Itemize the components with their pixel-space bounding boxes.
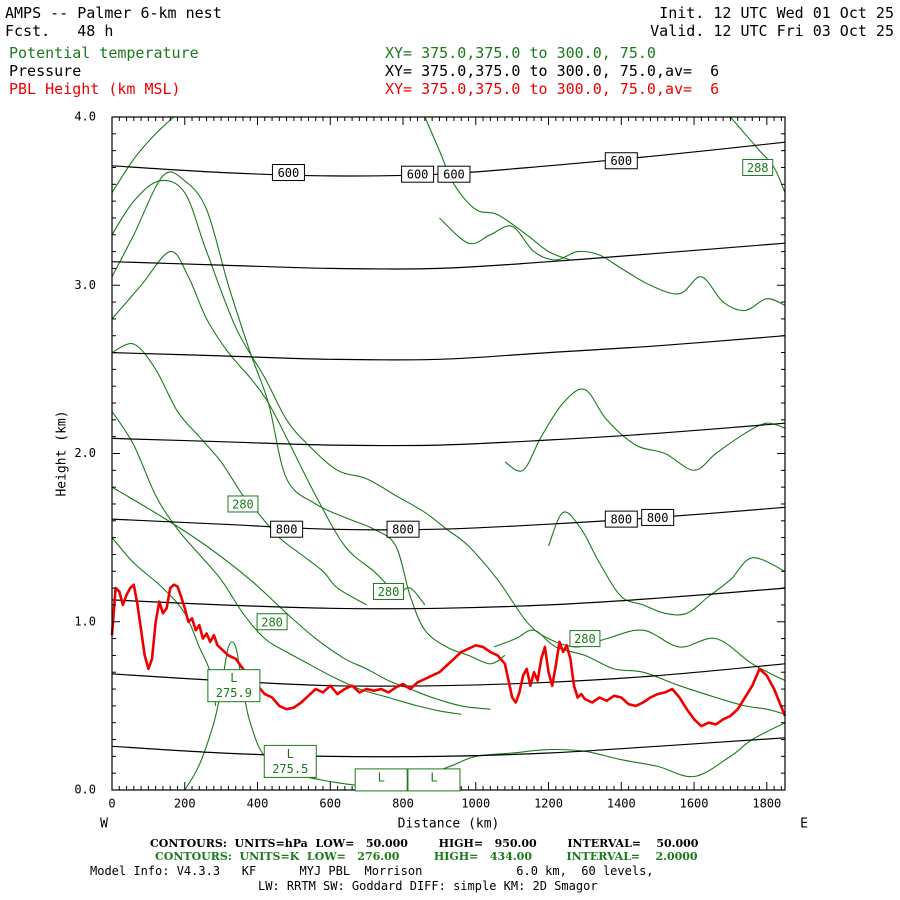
y-tick-label: 0.0 — [74, 783, 96, 797]
legend-theta-label: Potential temperature — [9, 44, 199, 62]
east-label: E — [800, 817, 808, 832]
y-tick-label: 2.0 — [74, 446, 96, 460]
isobar-850 — [112, 587, 785, 610]
isobar-label: 800 — [610, 513, 632, 527]
legend-theta-xy: XY= 375.0,375.0 to 300.0, 75.0 — [385, 44, 656, 62]
isobar-label: 600 — [443, 168, 465, 182]
theta-label-box — [742, 158, 774, 176]
isobar-label-box — [271, 164, 305, 182]
theta-contour-1 — [112, 179, 785, 682]
init-time: Init. 12 UTC Wed 01 Oct 25 — [659, 4, 894, 22]
valid-time: Valid. 12 UTC Fri 03 Oct 25 — [650, 22, 894, 40]
legend-pressure-xy: XY= 375.0,375.0 to 300.0, 75.0,av= 6 — [385, 62, 720, 80]
theta-label: 280 — [232, 497, 254, 511]
y-tick-label: 4.0 — [74, 110, 96, 124]
isobar-label-box — [604, 510, 638, 528]
isobar-label: 600 — [278, 166, 300, 180]
isobar-label-box — [270, 520, 304, 538]
x-tick-label: 1600 — [680, 797, 709, 811]
low-marker-box — [354, 768, 408, 792]
x-tick-label: 1000 — [461, 797, 490, 811]
isobar-label-box — [641, 508, 675, 526]
low-marker-letter: L — [378, 770, 385, 784]
low-marker-box — [207, 669, 261, 703]
x-tick-label: 1800 — [752, 797, 781, 811]
x-tick-label: 800 — [392, 797, 414, 811]
x-axis-label: Distance (km) — [398, 817, 500, 832]
theta-contour-2 — [112, 171, 506, 665]
y-axis-label: Height (km) — [55, 410, 70, 496]
x-tick-label: 600 — [319, 797, 341, 811]
low-marker-letter: L — [287, 747, 294, 761]
isobar-label: 800 — [392, 523, 414, 537]
theta-label: 280 — [574, 632, 596, 646]
footer-theta-contours: CONTOURS: UNITS=K LOW= 276.00 HIGH= 434.… — [155, 850, 698, 863]
low-marker-letter: L — [430, 770, 437, 784]
theta-label-box — [256, 613, 288, 631]
theta-contour-4 — [112, 343, 367, 606]
low-marker-value: 275.5 — [272, 762, 308, 776]
isobar-label-box — [437, 165, 471, 183]
x-tick-label: 0 — [108, 797, 115, 811]
theta-label-box — [372, 582, 404, 600]
legend-pbl-xy: XY= 375.0,375.0 to 300.0, 75.0,av= 6 — [385, 80, 720, 98]
theta-label-box — [227, 495, 259, 513]
isobar-700 — [112, 335, 785, 361]
theta-contour-9 — [112, 486, 491, 710]
low-marker-box — [263, 744, 317, 778]
theta-label: 280 — [261, 615, 283, 629]
x-tick-label: 1400 — [607, 797, 636, 811]
isobar-750 — [112, 422, 785, 447]
theta-contour-6 — [112, 537, 217, 706]
isobar-label-box — [604, 152, 638, 170]
theta-contour-11 — [547, 511, 785, 616]
isobar-label-box — [401, 165, 435, 183]
axis-ticks — [111, 116, 785, 791]
legend-pbl-label: PBL Height (km MSL) — [9, 80, 181, 98]
isobar-650 — [112, 242, 785, 270]
isobar-label: 800 — [647, 511, 669, 525]
chart-title: AMPS -- Palmer 6-km nest — [5, 4, 222, 22]
theta-label-box — [569, 630, 601, 648]
footer-model-info-2: LW: RRTM SW: Goddard DIFF: simple KM: 2D… — [258, 879, 598, 893]
theta-label: 288 — [747, 161, 769, 175]
isobar-label-box — [386, 520, 420, 538]
x-tick-label: 200 — [174, 797, 196, 811]
low-marker-box — [407, 768, 461, 792]
pbl-height-line — [110, 583, 787, 728]
isobar-950 — [112, 737, 785, 758]
footer-pressure-contours: CONTOURS: UNITS=hPa LOW= 50.000 HIGH= 95… — [150, 837, 699, 850]
theta-contour-0 — [112, 117, 175, 193]
theta-label: 280 — [378, 585, 400, 599]
low-marker-letter: L — [230, 671, 237, 685]
isobar-800 — [112, 506, 785, 531]
isobar-label: 600 — [407, 168, 429, 182]
y-tick-label: 3.0 — [74, 278, 96, 292]
theta-contour-3 — [112, 251, 426, 606]
theta-contour-14 — [424, 117, 571, 261]
theta-contour-12 — [504, 388, 785, 472]
legend-pressure-label: Pressure — [9, 62, 82, 80]
theta-contour-15 — [729, 117, 785, 193]
forecast-hour: Fcst. 48 h — [5, 22, 114, 40]
theta-contour-10 — [493, 629, 785, 715]
y-tick-label: 1.0 — [74, 614, 96, 628]
x-tick-label: 400 — [247, 797, 269, 811]
footer-model-info: Model Info: V4.3.3 KF MYJ PBL Morrison 6… — [90, 864, 654, 878]
isobar-label: 800 — [276, 523, 298, 537]
theta-contour-13 — [439, 217, 785, 312]
low-marker-value: 275.9 — [216, 686, 252, 700]
theta-contour-5 — [112, 411, 462, 715]
x-tick-label: 1200 — [534, 797, 563, 811]
isobar-label: 600 — [610, 154, 632, 168]
west-label: W — [100, 817, 108, 832]
